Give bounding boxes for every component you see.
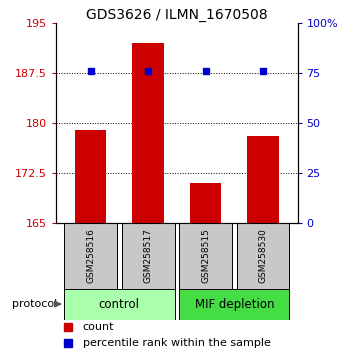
Bar — [179, 289, 289, 320]
Text: GSM258516: GSM258516 — [86, 228, 95, 283]
Text: GSM258517: GSM258517 — [143, 228, 153, 283]
Text: percentile rank within the sample: percentile rank within the sample — [83, 338, 271, 348]
Bar — [132, 43, 164, 223]
Bar — [75, 130, 106, 223]
Bar — [247, 136, 279, 223]
Bar — [237, 223, 289, 289]
Text: MIF depletion: MIF depletion — [194, 298, 274, 310]
Text: control: control — [99, 298, 140, 310]
Text: GSM258530: GSM258530 — [258, 228, 268, 283]
Bar — [64, 223, 117, 289]
Text: count: count — [83, 322, 114, 332]
Bar — [190, 183, 221, 223]
Bar — [122, 223, 174, 289]
Text: protocol: protocol — [12, 299, 57, 309]
Title: GDS3626 / ILMN_1670508: GDS3626 / ILMN_1670508 — [86, 8, 268, 22]
Bar — [179, 223, 232, 289]
Text: GSM258515: GSM258515 — [201, 228, 210, 283]
Bar — [64, 289, 174, 320]
